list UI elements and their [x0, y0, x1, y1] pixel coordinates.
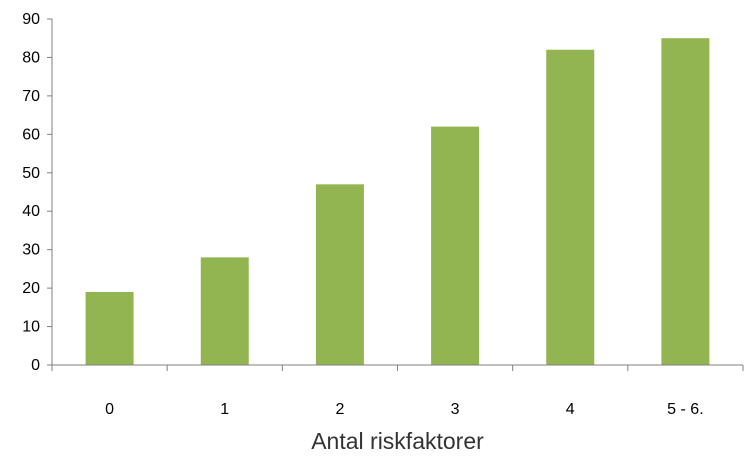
y-axis-tick-labels: 0 10 20 30 40 50 60 70 80 90	[22, 11, 40, 374]
x-tick-label: 5 - 6.	[667, 401, 703, 418]
x-tick-label: 2	[335, 401, 344, 418]
y-tick-label: 70	[22, 88, 40, 105]
y-tick-label: 90	[22, 11, 40, 28]
y-tick-label: 80	[22, 49, 40, 66]
y-tick-label: 40	[22, 203, 40, 220]
bar-1	[200, 257, 249, 365]
bar-3	[431, 126, 480, 366]
x-tick-label: 4	[566, 401, 575, 418]
x-axis-ticks	[51, 365, 744, 371]
bar-5	[661, 38, 710, 365]
y-tick-label: 0	[31, 357, 40, 374]
y-tick-label: 10	[22, 319, 40, 336]
x-tick-label: 1	[220, 401, 229, 418]
bar-4	[546, 49, 595, 365]
y-axis-ticks	[47, 18, 52, 366]
x-axis-title: Antal riskfaktorer	[311, 428, 484, 454]
bar-series	[85, 38, 710, 366]
x-tick-label: 0	[105, 401, 114, 418]
x-tick-label: 3	[451, 401, 460, 418]
y-tick-label: 30	[22, 242, 40, 259]
y-tick-label: 60	[22, 126, 40, 143]
bar-0	[85, 291, 134, 365]
y-tick-label: 50	[22, 165, 40, 182]
x-axis-tick-labels: 0 1 2 3 4 5 - 6.	[105, 401, 704, 418]
y-tick-label: 20	[22, 280, 40, 297]
bar-2	[315, 184, 364, 365]
